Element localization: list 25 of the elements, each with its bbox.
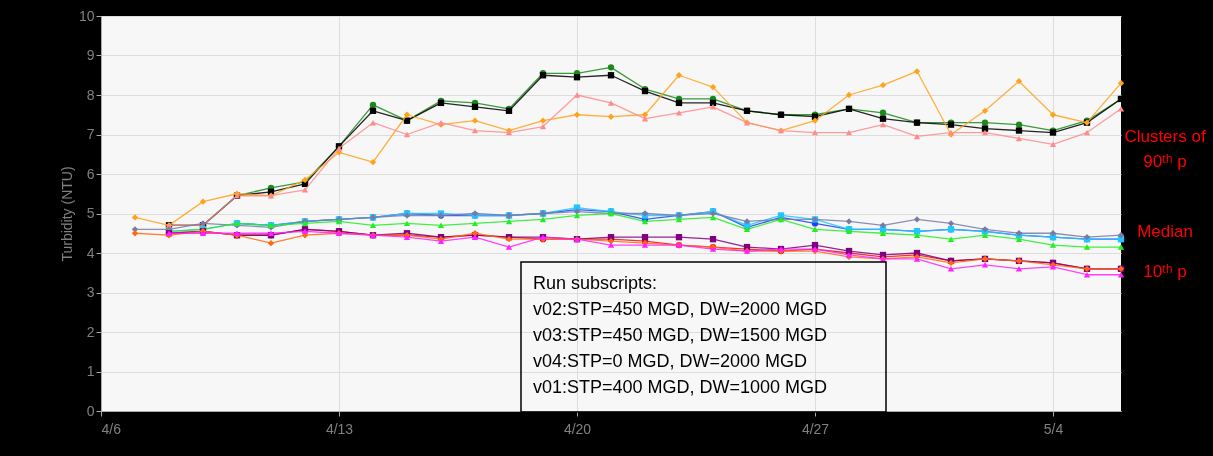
text: Clusters of 90ᵗʰ p [1124,127,1206,171]
x-tick-label: 4/13 [325,420,354,437]
text: 10ᵗʰ p [1143,262,1187,281]
y-tick-label: 0 [86,402,95,419]
y-tick-label: 2 [86,323,95,340]
y-tick-label: 1 [86,363,95,379]
text: Median [1137,222,1193,241]
y-axis-title: Turbidity (NTU) [58,166,75,262]
annotation: v03:STP=450 MGD, DW=1500 MGD [533,325,828,345]
y-tick-label: 8 [86,86,95,103]
y-tick-label: 10 [78,7,95,24]
y-tick-label: 6 [86,165,95,182]
x-tick-label: 5/4 [1043,420,1064,437]
annotation: Run subscripts: [533,273,658,293]
y-tick-label: 5 [86,205,95,221]
x-tick-label: 4/6 [101,420,122,437]
annotation: v01:STP=400 MGD, DW=1000 MGD [533,377,828,397]
annotation: v02:STP=450 MGD, DW=2000 MGD [533,299,828,319]
x-tick-label: 4/27 [801,420,830,437]
y-tick-label: 4 [86,244,95,261]
y-tick-label: 7 [86,126,95,142]
annotation: v04:STP=0 MGD, DW=2000 MGD [533,351,808,371]
x-tick-label: 4/20 [563,420,592,437]
y-tick-label: 9 [86,47,95,63]
y-tick-label: 3 [86,284,95,300]
